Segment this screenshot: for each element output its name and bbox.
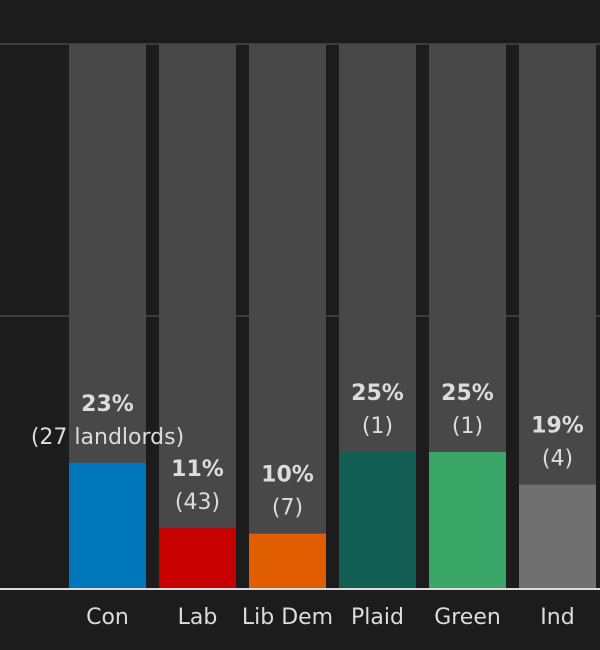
value-label-con: 23% bbox=[81, 392, 134, 417]
count-label-green: (1) bbox=[452, 414, 483, 439]
count-label-lab: (43) bbox=[175, 490, 220, 515]
value-label-lib-dem: 10% bbox=[261, 463, 314, 488]
category-label-plaid: Plaid bbox=[351, 605, 404, 630]
bar-green bbox=[429, 452, 506, 588]
data-labels: 23% (27 landlords) 11% (43) 10% (7) 25% (1) 25% (… bbox=[31, 381, 584, 521]
value-label-plaid: 25% bbox=[351, 381, 404, 406]
bar-track-lab bbox=[159, 44, 236, 588]
value-label-lab: 11% bbox=[171, 457, 224, 482]
category-label-green: Green bbox=[434, 605, 501, 630]
bar-lib-dem bbox=[249, 533, 326, 588]
bar-lab bbox=[159, 528, 236, 588]
value-label-ind: 19% bbox=[531, 414, 584, 439]
count-label-con: (27 landlords) bbox=[31, 425, 184, 450]
value-label-green: 25% bbox=[441, 381, 494, 406]
bar-ind bbox=[519, 484, 596, 588]
category-labels: Con Lab Lib Dem Plaid Green Ind bbox=[86, 605, 575, 630]
count-label-lib-dem: (7) bbox=[272, 496, 303, 521]
bar-plaid bbox=[339, 452, 416, 588]
count-label-ind: (4) bbox=[542, 447, 573, 472]
category-label-con: Con bbox=[86, 605, 129, 630]
category-label-lib-dem: Lib Dem bbox=[242, 605, 333, 630]
bars bbox=[69, 452, 596, 588]
category-label-ind: Ind bbox=[540, 605, 574, 630]
category-label-lab: Lab bbox=[178, 605, 218, 630]
bar-con bbox=[69, 462, 146, 588]
count-label-plaid: (1) bbox=[362, 414, 393, 439]
bar-track-lib-dem bbox=[249, 44, 326, 588]
